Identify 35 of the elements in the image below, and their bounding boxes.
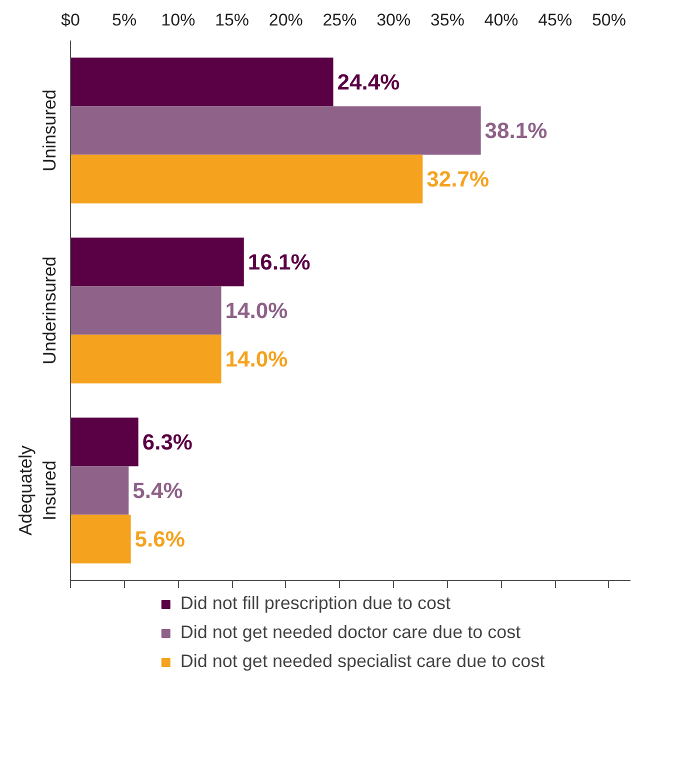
data-label: 14.0%: [225, 346, 288, 372]
data-label: 6.3%: [142, 429, 192, 454]
bar: [70, 334, 222, 384]
x-tick-label: 45%: [538, 10, 572, 30]
x-tick-label: 40%: [484, 10, 518, 30]
data-label: 16.1%: [248, 249, 310, 274]
data-label: 32.7%: [426, 166, 490, 192]
data-label: 14.0%: [225, 298, 288, 323]
data-label: 38.1%: [484, 118, 548, 143]
legend-label: Did not get needed specialist care due to cost: [180, 651, 545, 672]
x-tick-label: 35%: [430, 10, 464, 30]
x-tick-label: 30%: [376, 10, 411, 30]
y-tick-label: Adequately Insured: [16, 445, 60, 536]
legend-label: Did not fill prescription due to cost: [180, 593, 451, 614]
y-tick-label: Uninsured: [40, 89, 60, 172]
bar: [70, 154, 423, 204]
x-tick-label: 10%: [161, 10, 196, 30]
x-tick-label: 50%: [592, 10, 626, 30]
bar: [70, 514, 131, 564]
data-label: 5.4%: [132, 478, 183, 503]
bar: [70, 106, 481, 155]
bar: [70, 286, 222, 335]
x-tick-label: 25%: [322, 10, 357, 30]
data-label: 24.4%: [337, 69, 400, 94]
bar: [70, 466, 129, 515]
x-tick-label: 5%: [112, 10, 137, 30]
legend-label: Did not get needed doctor care due to cost: [180, 622, 521, 643]
data-label: 5.6%: [134, 526, 185, 552]
bar: [70, 238, 244, 286]
x-tick-label: 20%: [268, 10, 303, 30]
x-tick-label: $0: [61, 10, 80, 30]
x-tick-label: 15%: [215, 10, 250, 30]
y-tick-label: Underinsured: [40, 256, 60, 365]
bar: [70, 418, 138, 466]
bar: [70, 58, 334, 106]
